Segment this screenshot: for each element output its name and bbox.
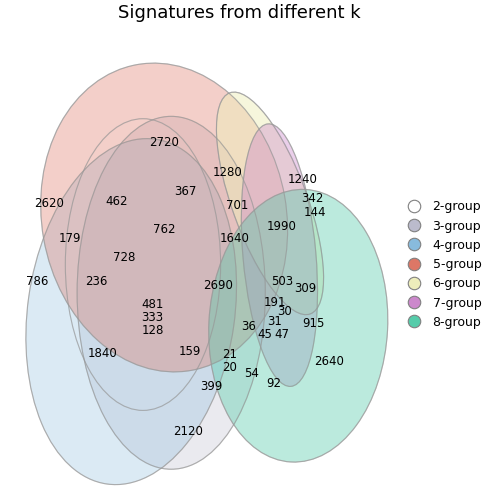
Text: 1240: 1240 <box>288 173 318 186</box>
Ellipse shape <box>241 124 318 387</box>
Ellipse shape <box>209 190 388 462</box>
Legend: 2-group, 3-group, 4-group, 5-group, 6-group, 7-group, 8-group: 2-group, 3-group, 4-group, 5-group, 6-gr… <box>396 196 486 334</box>
Text: 144: 144 <box>303 206 326 219</box>
Text: 367: 367 <box>174 185 197 198</box>
Text: 128: 128 <box>141 324 164 337</box>
Text: 481: 481 <box>141 298 164 311</box>
Text: 54: 54 <box>244 367 259 380</box>
Text: 30: 30 <box>277 305 291 318</box>
Text: 342: 342 <box>301 192 324 205</box>
Ellipse shape <box>216 92 324 314</box>
Text: 20: 20 <box>223 361 237 373</box>
Text: 728: 728 <box>113 251 136 264</box>
Text: 333: 333 <box>141 311 163 324</box>
Text: 36: 36 <box>241 320 256 333</box>
Text: 399: 399 <box>200 381 222 394</box>
Text: 915: 915 <box>302 317 325 330</box>
Text: 1640: 1640 <box>220 232 249 245</box>
Text: 2120: 2120 <box>173 425 203 438</box>
Text: 1280: 1280 <box>213 166 242 179</box>
Ellipse shape <box>41 63 288 372</box>
Text: 92: 92 <box>266 376 281 390</box>
Text: 503: 503 <box>271 275 293 287</box>
Text: 701: 701 <box>226 199 248 212</box>
Ellipse shape <box>26 139 236 485</box>
Text: 762: 762 <box>153 223 175 236</box>
Text: 786: 786 <box>26 275 48 287</box>
Text: 2640: 2640 <box>314 354 344 367</box>
Text: 236: 236 <box>85 275 107 287</box>
Text: 1990: 1990 <box>267 220 297 233</box>
Text: 2720: 2720 <box>149 136 179 149</box>
Text: 21: 21 <box>223 348 237 361</box>
Ellipse shape <box>77 116 265 469</box>
Text: 45: 45 <box>258 328 273 341</box>
Title: Signatures from different k: Signatures from different k <box>118 4 361 22</box>
Text: 309: 309 <box>294 282 317 294</box>
Text: 2690: 2690 <box>203 279 233 292</box>
Text: 47: 47 <box>274 328 289 341</box>
Text: 31: 31 <box>267 316 282 329</box>
Text: 1840: 1840 <box>88 347 118 360</box>
Text: 191: 191 <box>264 296 286 308</box>
Text: 159: 159 <box>179 345 201 358</box>
Text: 462: 462 <box>106 195 129 208</box>
Text: 2620: 2620 <box>34 197 64 210</box>
Ellipse shape <box>66 118 221 410</box>
Text: 179: 179 <box>59 232 81 245</box>
